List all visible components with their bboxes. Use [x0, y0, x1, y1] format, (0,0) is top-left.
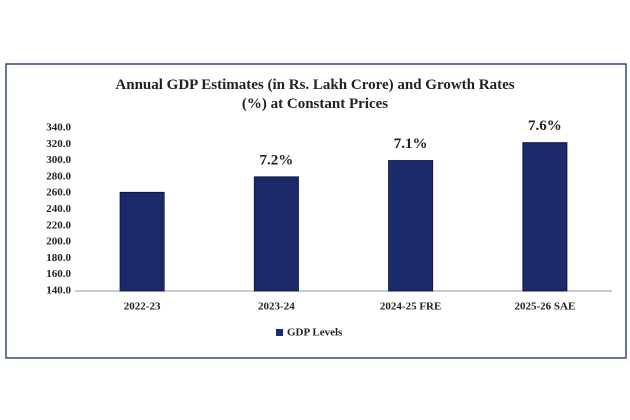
bar	[522, 142, 568, 292]
growth-label: 7.1%	[394, 136, 428, 152]
y-tick-label: 340.0	[46, 122, 71, 134]
y-tick-label: 180.0	[46, 252, 71, 264]
growth-label: 7.6%	[528, 118, 562, 134]
y-tick-label: 140.0	[46, 285, 71, 297]
growth-label: 7.2%	[260, 152, 294, 168]
y-tick-label: 240.0	[46, 203, 71, 215]
y-tick-label: 200.0	[46, 236, 71, 248]
x-tick-label: 2024-25 FRE	[380, 301, 441, 313]
x-tick-label: 2023-24	[258, 301, 295, 313]
chart-title: Annual GDP Estimates (in Rs. Lakh Crore)…	[115, 77, 515, 112]
y-tick-label: 160.0	[46, 268, 71, 280]
x-tick-label: 2025-26 SAE	[514, 301, 575, 313]
legend-label: GDP Levels	[287, 327, 343, 339]
x-tick-label: 2022-23	[124, 301, 161, 313]
bar	[388, 160, 434, 292]
y-tick-label: 220.0	[46, 219, 71, 231]
bar	[119, 191, 165, 292]
y-tick-label: 300.0	[46, 154, 71, 166]
y-tick-label: 280.0	[46, 170, 71, 182]
bar	[253, 176, 299, 292]
legend-swatch	[276, 329, 283, 336]
y-tick-label: 260.0	[46, 187, 71, 199]
y-tick-label: 320.0	[46, 138, 71, 150]
